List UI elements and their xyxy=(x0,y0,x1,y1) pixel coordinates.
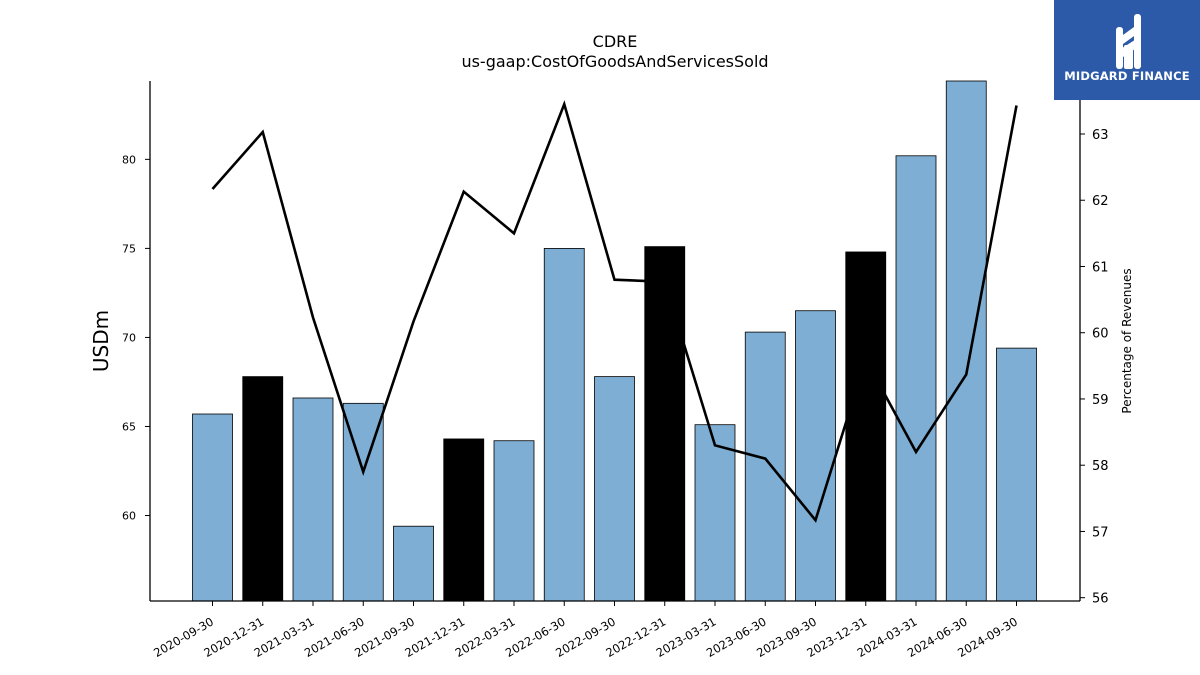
bar xyxy=(996,347,1037,602)
y2-tick-label: 60 xyxy=(1092,327,1109,342)
bar xyxy=(443,438,485,602)
bar xyxy=(493,440,535,602)
bar xyxy=(744,331,786,602)
chart-subtitle: us-gaap:CostOfGoodsAndServicesSold xyxy=(461,52,769,71)
bar xyxy=(292,397,334,602)
y2-tick-label: 59 xyxy=(1092,393,1109,408)
chart-title: CDRE xyxy=(592,32,638,51)
bar xyxy=(342,402,384,602)
y2-tick-label: 63 xyxy=(1092,128,1109,143)
bar xyxy=(795,310,836,602)
y-tick-label: 70 xyxy=(122,331,136,344)
bar xyxy=(845,251,887,602)
y2-tick-label: 62 xyxy=(1092,194,1109,209)
bar xyxy=(945,80,987,602)
bar xyxy=(393,525,434,602)
y2-tick-label: 56 xyxy=(1092,592,1109,607)
bar xyxy=(543,247,585,602)
bar xyxy=(594,376,635,602)
y2-tick-label: 57 xyxy=(1092,525,1109,540)
y-axis-label: USDm xyxy=(89,310,113,372)
percentage-line xyxy=(211,100,1018,523)
logo-text: MIDGARD FINANCE xyxy=(1064,69,1190,83)
bar xyxy=(242,376,284,602)
bar xyxy=(694,424,736,602)
bar xyxy=(644,246,686,602)
bar xyxy=(895,155,937,602)
y-tick-label: 75 xyxy=(122,242,136,255)
y2-tick-label: 61 xyxy=(1092,260,1109,275)
midgard-finance-logo: MIDGARD FINANCE xyxy=(1054,0,1200,100)
y2-axis-label: Percentage of Revenues xyxy=(1120,268,1134,413)
y-tick-label: 65 xyxy=(122,420,136,433)
y-tick-label: 80 xyxy=(122,153,136,166)
y-tick-label: 60 xyxy=(122,510,136,523)
bar xyxy=(192,413,233,602)
logo-mark-icon xyxy=(1116,14,1141,69)
y2-tick-label: 58 xyxy=(1092,459,1109,474)
